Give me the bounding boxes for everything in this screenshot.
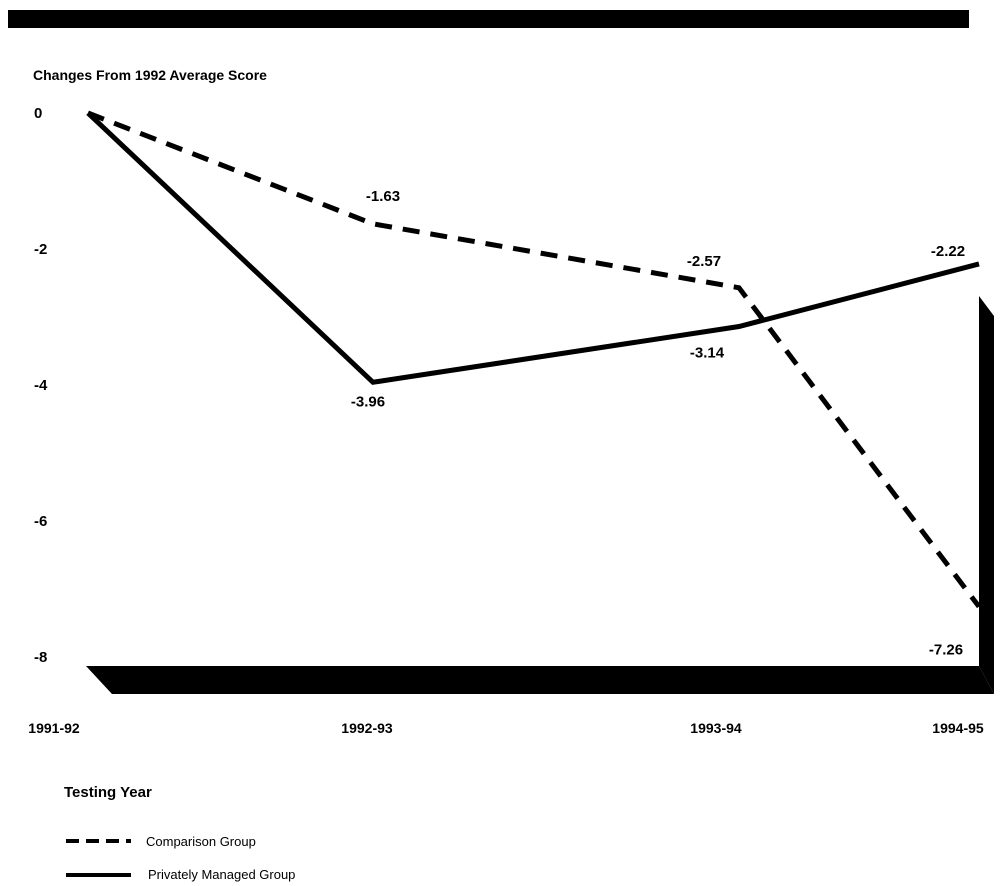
data-label: -3.14 — [690, 345, 725, 362]
y-axis-ticks: 0 -2 -4 -6 -8 — [34, 105, 48, 666]
data-label: -3.96 — [351, 393, 385, 410]
data-label: -2.22 — [931, 243, 965, 260]
chart-right-wall — [979, 296, 994, 694]
y-tick-label: -2 — [34, 241, 47, 258]
chart-floor — [86, 666, 994, 694]
x-tick-label: 1991-92 — [28, 720, 80, 736]
chart-title: Changes From 1992 Average Score — [33, 67, 267, 83]
series-line-comparison — [87, 110, 981, 609]
legend-item-private: Privately Managed Group — [66, 867, 295, 882]
data-labels: -1.63 -2.57 -7.26 -3.96 -3.14 -2.22 — [351, 188, 965, 659]
series-line-private — [86, 111, 980, 385]
legend-label-comparison: Comparison Group — [146, 834, 256, 849]
top-bar — [8, 10, 969, 28]
y-tick-label: -6 — [34, 513, 47, 530]
x-axis-ticks: 1991-92 1992-93 1993-94 1994-95 — [28, 720, 984, 736]
y-tick-label: -8 — [34, 649, 47, 666]
x-tick-label: 1993-94 — [690, 720, 742, 736]
series-lines — [86, 110, 981, 609]
data-label: -1.63 — [366, 188, 400, 205]
y-tick-label: -4 — [34, 377, 48, 394]
x-axis-title: Testing Year — [64, 784, 152, 801]
data-label: -7.26 — [929, 642, 963, 659]
legend: Comparison Group Privately Managed Group — [66, 834, 295, 882]
x-tick-label: 1992-93 — [341, 720, 393, 736]
y-tick-label: 0 — [34, 105, 42, 122]
x-tick-label: 1994-95 — [932, 720, 984, 736]
data-label: -2.57 — [687, 253, 721, 270]
legend-item-comparison: Comparison Group — [66, 834, 256, 849]
legend-label-private: Privately Managed Group — [148, 867, 295, 882]
